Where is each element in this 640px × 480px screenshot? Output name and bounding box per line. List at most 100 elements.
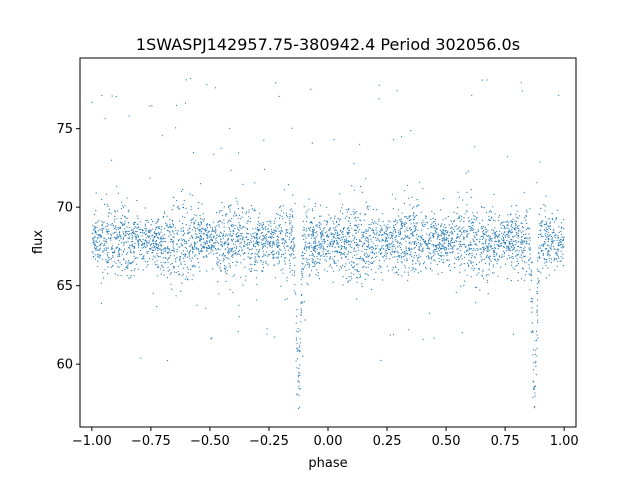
data-point (160, 237, 162, 239)
data-point (290, 232, 292, 234)
data-point (107, 273, 109, 275)
data-point (98, 234, 100, 236)
data-point (321, 233, 323, 235)
data-point (482, 231, 484, 233)
data-point (273, 232, 275, 234)
data-point (392, 234, 394, 237)
data-point (347, 226, 349, 228)
data-point (240, 262, 242, 264)
data-point (201, 218, 203, 220)
data-point (159, 268, 161, 270)
data-point (516, 216, 518, 218)
data-point (260, 232, 262, 234)
data-point (127, 237, 129, 239)
data-point (119, 233, 121, 235)
data-point (560, 250, 562, 252)
data-point (171, 209, 173, 211)
data-point (254, 269, 256, 271)
data-point (229, 265, 231, 267)
data-point (324, 269, 326, 271)
data-point (117, 256, 119, 258)
data-point (512, 258, 514, 260)
data-point (253, 208, 255, 210)
data-point (318, 224, 320, 226)
data-point (547, 267, 549, 269)
data-point (283, 245, 285, 247)
data-point (230, 250, 232, 252)
data-point (108, 230, 110, 232)
data-point (173, 271, 176, 273)
data-point (253, 245, 255, 247)
data-point (460, 254, 462, 256)
data-point (530, 274, 533, 276)
data-point (400, 252, 402, 255)
x-axis-label: phase (308, 456, 347, 471)
data-point (488, 240, 490, 242)
data-point (296, 342, 298, 344)
data-point (519, 230, 521, 232)
data-point (520, 254, 522, 256)
data-point (487, 248, 489, 250)
data-point (209, 234, 211, 236)
data-point (313, 237, 315, 239)
data-point (120, 222, 122, 224)
data-point (152, 240, 154, 243)
data-point (272, 234, 274, 236)
data-point (393, 224, 395, 227)
data-point (401, 221, 403, 223)
data-point (189, 251, 191, 253)
data-point (274, 218, 277, 220)
data-point (331, 267, 333, 269)
data-point (313, 265, 315, 268)
data-point (536, 309, 538, 311)
data-point (166, 251, 169, 254)
data-point (133, 221, 136, 224)
data-point (367, 229, 369, 231)
data-point (326, 231, 328, 233)
data-point (277, 263, 279, 265)
data-point (99, 234, 101, 236)
data-point (547, 234, 549, 236)
data-point (184, 239, 186, 241)
data-point (204, 242, 206, 244)
data-point (413, 222, 415, 224)
data-point (536, 355, 538, 357)
data-point (149, 238, 151, 240)
data-point (338, 224, 340, 226)
data-point (216, 252, 218, 254)
data-point (362, 232, 364, 234)
data-point (141, 229, 143, 231)
data-point (97, 246, 99, 248)
data-point (306, 247, 308, 249)
data-point (132, 261, 134, 263)
data-point (137, 239, 139, 241)
data-point (137, 235, 139, 237)
data-point (488, 249, 491, 252)
data-point (300, 311, 302, 313)
data-point (309, 274, 311, 276)
data-point (123, 244, 125, 246)
data-point (406, 184, 408, 187)
data-point (492, 233, 494, 235)
data-point (457, 191, 459, 193)
data-point (122, 215, 124, 217)
data-point (134, 226, 136, 228)
data-point (394, 230, 396, 232)
data-point (470, 248, 472, 250)
data-point (518, 225, 520, 227)
data-point (118, 250, 120, 252)
data-point (121, 269, 123, 272)
data-point (229, 250, 231, 252)
data-point (352, 239, 354, 241)
data-point (176, 232, 178, 234)
data-point (320, 247, 322, 249)
data-point (247, 220, 249, 223)
data-point (547, 253, 549, 255)
data-point (130, 262, 133, 264)
data-point (228, 237, 230, 239)
data-point (365, 229, 367, 231)
data-point (496, 240, 498, 243)
data-point (539, 256, 541, 258)
data-point (379, 234, 381, 236)
data-point (144, 223, 146, 225)
